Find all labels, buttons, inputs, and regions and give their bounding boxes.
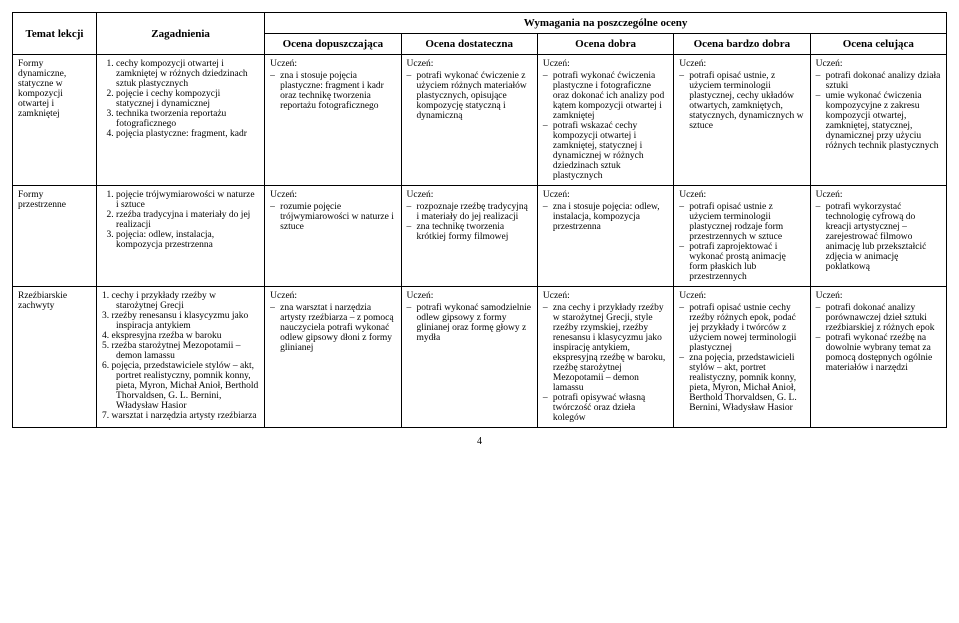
grade-cell: Uczeń:rozumie pojęcie trójwymiarowości w… [265,186,401,287]
page-number: 4 [12,436,947,447]
temat-cell: Formy przestrzenne [13,186,97,287]
header-grade-celujaca: Ocena celująca [810,34,946,55]
zagadnienia-cell: 1. cechy i przykłady rzeźby w starożytne… [97,287,265,428]
grade-cell: Uczeń:potrafi dokonać analizy działa szt… [810,55,946,186]
grade-cell: Uczeń:potrafi wykonać ćwiczenia plastycz… [537,55,673,186]
table-row: Formy przestrzennepojęcie trójwymiarowoś… [13,186,947,287]
grade-cell: Uczeń:potrafi opisać ustnie cechy rzeźby… [674,287,810,428]
grade-cell: Uczeń:zna warsztat i narzędzia artysty r… [265,287,401,428]
grade-cell: Uczeń:zna i stosuje pojęcia: odlew, inst… [537,186,673,287]
zagadnienia-cell: pojęcie trójwymiarowości w naturze i szt… [97,186,265,287]
header-wymagania: Wymagania na poszczególne oceny [265,13,947,34]
grade-cell: Uczeń:potrafi wykonać ćwiczenie z użycie… [401,55,537,186]
header-grade-bardzo-dobra: Ocena bardzo dobra [674,34,810,55]
grade-cell: Uczeń:potrafi wykorzystać technologię cy… [810,186,946,287]
header-grade-dobra: Ocena dobra [537,34,673,55]
requirements-table: Temat lekcji Zagadnienia Wymagania na po… [12,12,947,428]
grade-cell: Uczeń:rozpoznaje rzeźbę tradycyjną i mat… [401,186,537,287]
temat-cell: Rzeźbiarskie zachwyty [13,287,97,428]
grade-cell: Uczeń:zna cechy i przykłady rzeźby w sta… [537,287,673,428]
grade-cell: Uczeń:potrafi opisać ustnie, z użyciem t… [674,55,810,186]
grade-cell: Uczeń:potrafi opisać ustnie z użyciem te… [674,186,810,287]
table-row: Rzeźbiarskie zachwyty1. cechy i przykład… [13,287,947,428]
header-temat: Temat lekcji [13,13,97,55]
header-grade-dopuszczajaca: Ocena dopuszczająca [265,34,401,55]
header-grade-dostateczna: Ocena dostateczna [401,34,537,55]
grade-cell: Uczeń:potrafi dokonać analizy porównawcz… [810,287,946,428]
zagadnienia-cell: cechy kompozycji otwartej i zamkniętej w… [97,55,265,186]
grade-cell: Uczeń:zna i stosuje pojęcia plastyczne: … [265,55,401,186]
table-row: Formy dynamiczne, statyczne w kompozycji… [13,55,947,186]
temat-cell: Formy dynamiczne, statyczne w kompozycji… [13,55,97,186]
header-zagadnienia: Zagadnienia [97,13,265,55]
grade-cell: Uczeń:potrafi wykonać samodzielnie odlew… [401,287,537,428]
